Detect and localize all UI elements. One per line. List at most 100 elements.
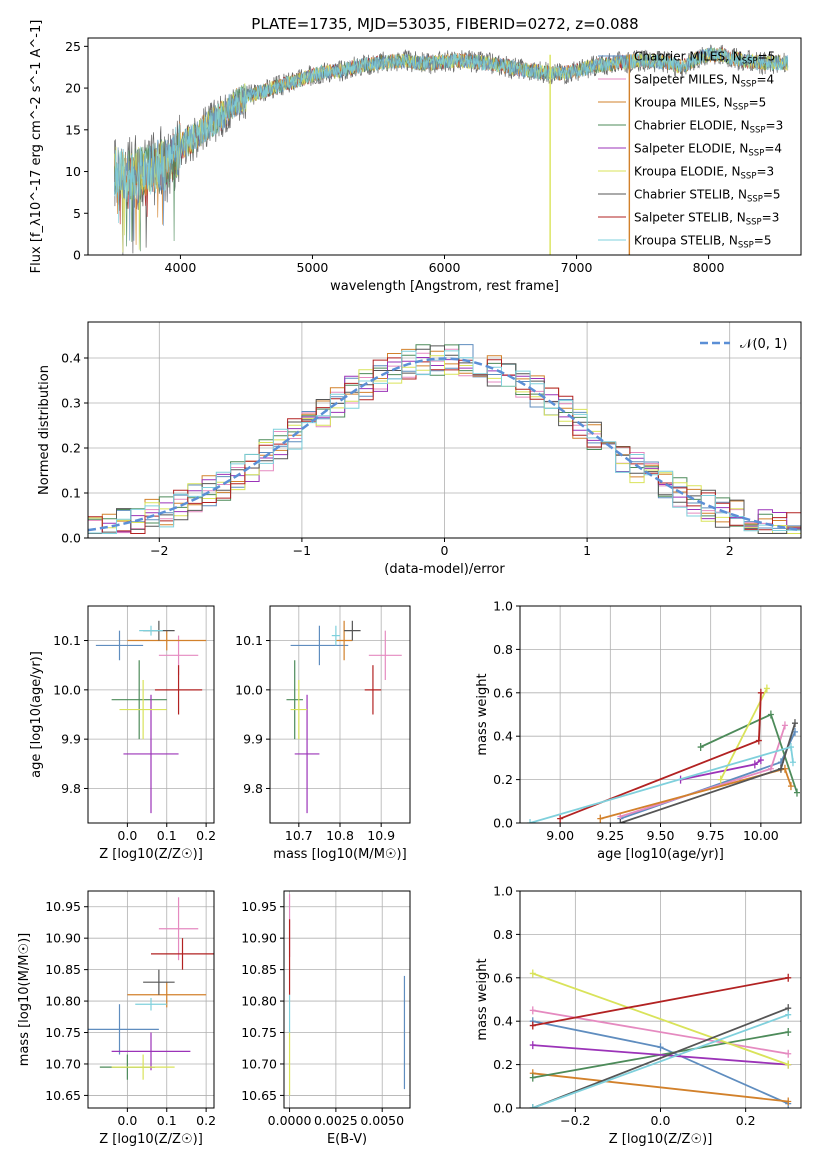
y-tick-label: 10.80: [45, 994, 81, 1009]
y-tick-label: 10.90: [241, 931, 277, 946]
y-tick-label: 25: [65, 39, 81, 54]
legend: Chabrier MILES, NSSP=5 Salpeter MILES, NS…: [598, 50, 783, 251]
weight-line: [529, 745, 794, 823]
weight-marker: [785, 1028, 792, 1037]
y-tick-label: 10.75: [241, 1025, 277, 1040]
weight-line: [532, 1013, 789, 1108]
legend-entry: 𝒩(0, 1): [740, 337, 787, 352]
panel-mass_vs_ebv: 0.0000 0.0025 0.0050 10.65 10.70 10.75 10.80 10…: [241, 890, 411, 1147]
y-tick-label: 10: [65, 164, 81, 179]
x-tick-label: 9.25: [596, 828, 624, 843]
y-axis-label: Normed distribution: [37, 365, 52, 495]
x-axis-label: age [log10(age/yr)]: [597, 847, 724, 862]
legend-subscript: SSP: [741, 80, 757, 90]
x-tick-label: 0.2: [736, 1113, 756, 1128]
weight-marker: [529, 1021, 536, 1030]
weight-marker: [787, 782, 794, 791]
weight-line: [532, 1072, 789, 1103]
weight-marker: [793, 788, 800, 797]
y-tick-label: 10.65: [45, 1088, 81, 1103]
legend-subscript: SSP: [741, 172, 757, 182]
x-tick-label: 0.0: [117, 828, 137, 843]
y-tick-label: 0.4: [61, 351, 81, 366]
y-axis-label: age [log10(age/yr)]: [29, 651, 44, 778]
weight-line: [532, 976, 789, 1027]
x-tick-label: 8000: [693, 260, 725, 275]
weight-line: [532, 1044, 789, 1066]
panel-weight_vs_age: 9.00 9.25 9.50 9.75 10.00 0.0 0.2 0.4 0.6 0.8 1.0 a…: [475, 599, 802, 862]
y-tick-label: 10.70: [241, 1056, 277, 1071]
y-tick-label: 0.4: [493, 729, 513, 744]
weight-marker: [557, 814, 564, 823]
x-axis-label: mass [log10(M/M☉)]: [273, 847, 406, 862]
weight-marker: [529, 969, 536, 978]
y-tick-label: 10.1: [53, 633, 81, 648]
x-axis-label: Z [log10(Z/Z☉)]: [99, 847, 203, 862]
x-tick-label: −2: [150, 543, 168, 558]
weight-marker: [657, 1043, 664, 1052]
y-axis-label: Flux [f_λ10^-17 erg cm^-2 s^-1 A^-1]: [29, 20, 44, 274]
y-tick-label: 10.95: [241, 899, 277, 914]
y-tick-label: 10.90: [45, 931, 81, 946]
y-tick-label: 20: [65, 81, 81, 96]
x-axis-label: (data-model)/error: [384, 562, 505, 577]
y-tick-label: 10.85: [45, 962, 81, 977]
x-tick-label: −0.2: [560, 1113, 590, 1128]
figure-title: PLATE=1735, MJD=53035, FIBERID=0272, z=0…: [251, 15, 638, 33]
weight-marker: [785, 1010, 792, 1019]
x-tick-label: 7000: [561, 260, 593, 275]
plot-area: [288, 894, 406, 1096]
x-tick-label: 1: [583, 543, 591, 558]
weight-marker: [763, 684, 770, 693]
x-tick-label: 10.00: [743, 828, 779, 843]
y-tick-label: 10.75: [45, 1025, 81, 1040]
axes-frame: [87, 605, 215, 824]
weight-marker: [785, 1060, 792, 1069]
y-tick-label: 0.0: [61, 531, 81, 546]
x-tick-label: −1: [293, 543, 311, 558]
weight-marker: [617, 819, 624, 823]
y-tick-label: 10.0: [235, 682, 263, 697]
y-tick-label: 10.85: [241, 962, 277, 977]
x-tick-label: 0.2: [196, 1113, 216, 1128]
weight-line: [532, 1007, 789, 1108]
legend-value: =3: [766, 119, 784, 133]
weight-marker: [791, 719, 798, 728]
y-tick-label: 0.2: [61, 441, 81, 456]
y-tick-label: 10.70: [45, 1056, 81, 1071]
legend-subscript: SSP: [747, 195, 763, 205]
x-tick-label: 0.0000: [268, 1113, 312, 1128]
weight-marker: [787, 743, 794, 752]
x-tick-label: 0.0050: [360, 1113, 404, 1128]
weight-marker: [529, 1073, 536, 1082]
spectrum-line: [114, 47, 789, 224]
weight-marker: [597, 814, 604, 823]
weight-marker: [757, 688, 764, 697]
x-tick-label: 10.8: [326, 828, 354, 843]
weight-marker: [767, 710, 774, 719]
x-axis-label: E(B-V): [327, 1132, 367, 1147]
axes-frame: [283, 890, 411, 1109]
y-tick-label: 10.1: [235, 633, 263, 648]
weight-marker: [757, 756, 764, 765]
x-tick-label: 0.0: [117, 1113, 137, 1128]
legend-value: =4: [764, 142, 782, 156]
y-tick-label: 0.3: [61, 396, 81, 411]
y-axis-label: mass weight: [475, 673, 490, 755]
y-tick-label: 0.8: [493, 927, 513, 942]
x-tick-label: 0.1: [157, 1113, 177, 1128]
panel-spectrum: 4000 5000 6000 7000 8000 0 5 10 15 20 25 wavelength…: [29, 20, 802, 294]
y-tick-label: 10.80: [241, 994, 277, 1009]
legend-value: =3: [762, 211, 780, 225]
x-tick-label: 0.0025: [314, 1113, 358, 1128]
legend-subscript: SSP: [733, 103, 749, 113]
y-tick-label: 10.95: [45, 899, 81, 914]
y-tick-label: 0.4: [493, 1014, 513, 1029]
weight-marker: [781, 721, 788, 730]
legend: 𝒩(0, 1): [700, 337, 787, 352]
x-tick-label: 4000: [165, 260, 197, 275]
legend-entry: Chabrier MILES, NSSP=5: [634, 50, 775, 67]
y-tick-label: 0.2: [493, 1057, 513, 1072]
weight-marker: [529, 1041, 536, 1050]
